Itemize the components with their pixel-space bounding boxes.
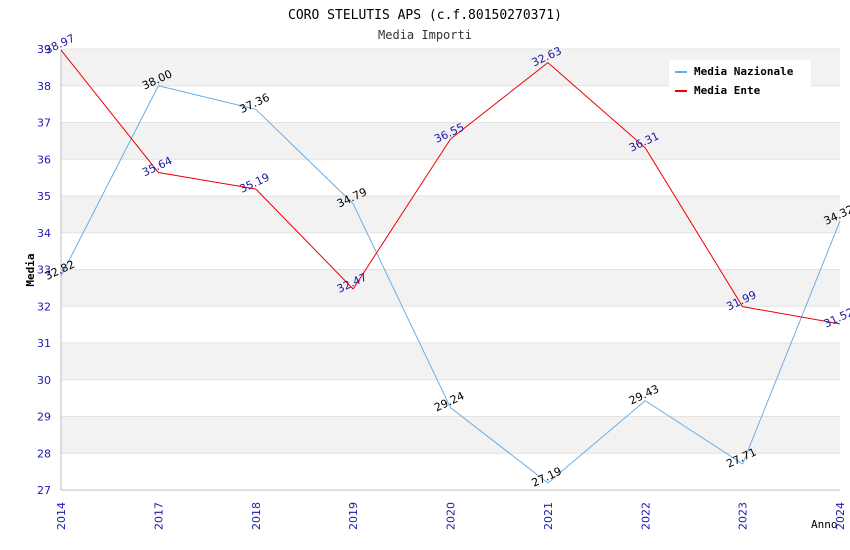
- legend: Media Nazionale Media Ente: [669, 60, 811, 102]
- plot-band: [61, 196, 840, 233]
- chart-subtitle: Media Importi: [378, 28, 472, 42]
- x-tick-label: 2014: [55, 502, 68, 530]
- y-tick-label: 37: [37, 117, 51, 130]
- x-tick-label: 2017: [152, 502, 165, 530]
- legend-label-media-ente: Media Ente: [694, 84, 761, 97]
- y-tick-label: 29: [37, 411, 51, 424]
- y-tick-label: 31: [37, 337, 51, 350]
- plot-band: [61, 269, 840, 307]
- plot-band: [61, 379, 840, 417]
- y-tick-label: 30: [37, 374, 51, 387]
- y-tick-label: 33: [37, 264, 51, 277]
- x-tick-labels: 2014 2017 2018 2019 2020 2021 2022 2023 2024: [55, 502, 847, 530]
- plot-band: [61, 159, 840, 196]
- legend-label-media-nazionale: Media Nazionale: [694, 65, 794, 78]
- y-tick-label: 36: [37, 153, 51, 166]
- series-lines: [60, 49, 841, 484]
- legend-box: [669, 60, 811, 102]
- series-line-media-ente: [60, 49, 841, 325]
- plot-band: [61, 453, 840, 490]
- x-tick-label: 2024: [834, 502, 847, 530]
- y-tick-label: 39: [37, 43, 51, 56]
- x-tick-label: 2020: [445, 502, 458, 530]
- plot-band: [61, 343, 840, 380]
- y-tick-label: 32: [37, 300, 51, 313]
- y-tick-label: 35: [37, 190, 51, 203]
- y-tick-label: 34: [37, 227, 51, 240]
- y-tick-labels: 27 28 29 30 31 32 33 34 35 36 37 38 39: [37, 43, 51, 497]
- plot-band: [61, 306, 840, 343]
- y-tick-label: 28: [37, 447, 51, 460]
- y-axis-title: Media: [24, 253, 37, 286]
- plot-band: [61, 232, 840, 270]
- plot-band: [61, 416, 840, 454]
- x-tick-label: 2021: [542, 502, 555, 530]
- y-tick-label: 38: [37, 80, 51, 93]
- x-tick-label: 2018: [250, 502, 263, 530]
- x-tick-label: 2023: [737, 502, 750, 530]
- x-tick-label: 2019: [347, 502, 360, 530]
- series-line-media-nazionale: [60, 85, 841, 484]
- x-tick-label: 2022: [639, 502, 652, 530]
- chart-title: CORO STELUTIS APS (c.f.80150270371): [288, 8, 562, 23]
- y-tick-label: 27: [37, 484, 51, 497]
- x-axis-title: Anno: [811, 518, 838, 531]
- plot-band: [61, 122, 840, 160]
